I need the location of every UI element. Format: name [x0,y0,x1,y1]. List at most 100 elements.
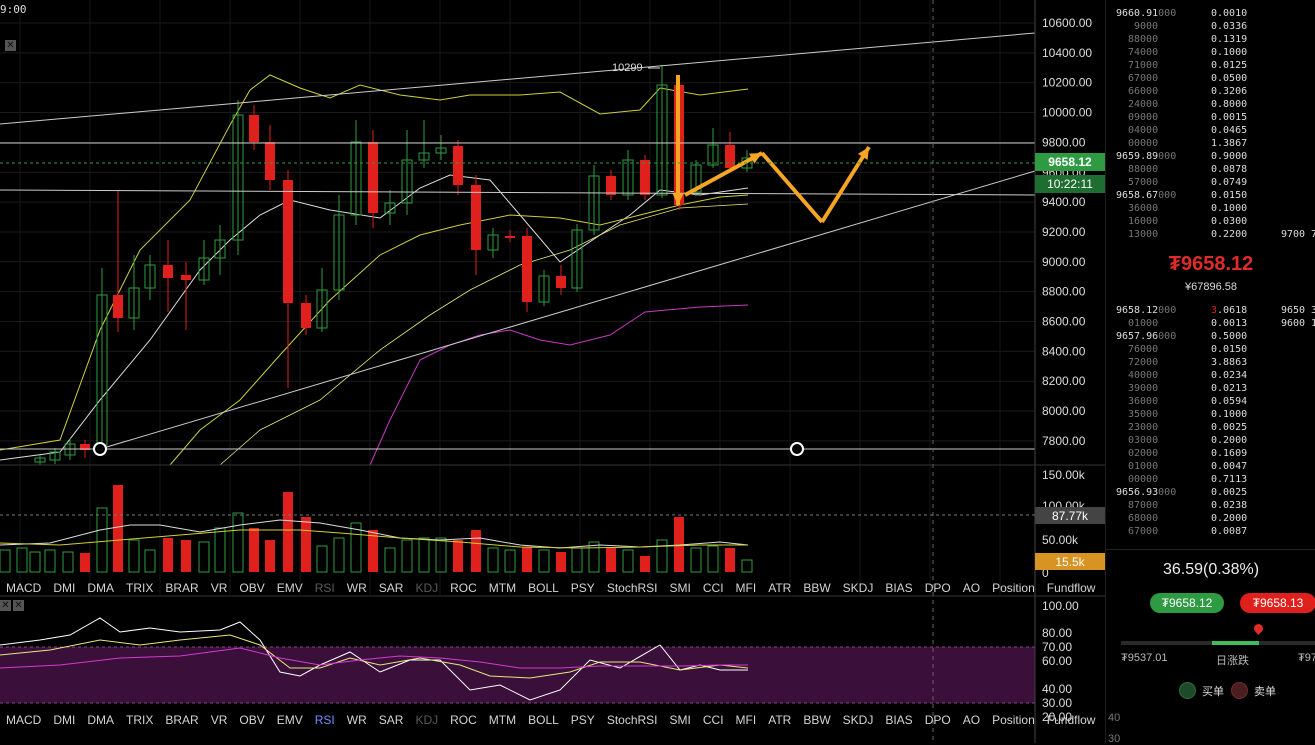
orderbook-row[interactable]: 13000 0.2200 9700 7 [1106,229,1315,242]
orderbook-row[interactable]: 71000 0.0125 [1106,60,1315,73]
tab-bbw[interactable]: BBW [803,713,831,727]
orderbook-row[interactable]: 9658.12000 3.0618 9650 3 [1106,305,1315,318]
settings-icon[interactable]: ✕ [0,600,11,611]
tab-smi[interactable]: SMI [669,713,691,727]
tab-brar[interactable]: BRAR [165,713,199,727]
orderbook-row[interactable]: 40000 0.0234 [1106,370,1315,383]
orderbook-row[interactable]: 24000 0.8000 [1106,99,1315,112]
tab-atr[interactable]: ATR [768,713,792,727]
tab-sar[interactable]: SAR [378,581,404,595]
tab-fundflow[interactable]: Fundflow [1046,713,1096,727]
tab-mfi[interactable]: MFI [735,713,757,727]
sell-price-button[interactable]: ₮9658.13 [1240,593,1315,613]
tab-vr[interactable]: VR [210,581,228,595]
buy-price-button[interactable]: ₮9658.12 [1150,593,1224,613]
tab-cci[interactable]: CCI [702,581,724,595]
orderbook-row[interactable]: 16000 0.0300 [1106,216,1315,229]
orderbook-row[interactable]: 9658.67000 0.0150 [1106,190,1315,203]
tab-mfi[interactable]: MFI [735,581,757,595]
close-icon[interactable]: ✕ [13,600,24,611]
tab-emv[interactable]: EMV [276,713,303,727]
orderbook-row[interactable]: 9657.96000 0.5000 [1106,331,1315,344]
tab-cci[interactable]: CCI [702,713,724,727]
tab-fundflow[interactable]: Fundflow [1046,581,1096,595]
tab-dma[interactable]: DMA [87,581,115,595]
orderbook-row[interactable]: 76000 0.0150 [1106,344,1315,357]
orderbook-row[interactable]: 01000 0.0047 [1106,461,1315,474]
tab-stochrsi[interactable]: StochRSI [606,581,658,595]
orderbook-row[interactable]: 67000 0.0500 [1106,73,1315,86]
tab-bias[interactable]: BIAS [885,713,913,727]
tab-vr[interactable]: VR [210,713,228,727]
tab-ao[interactable]: AO [962,581,981,595]
tab-psy[interactable]: PSY [570,581,595,595]
orderbook-row[interactable]: 36000 0.1000 [1106,203,1315,216]
price-chart[interactable]: 10299 10600.00 10400.00 10200.00 10000.00 98… [0,0,1105,743]
orderbook-row[interactable]: 04000 0.0465 [1106,125,1315,138]
orderbook-row[interactable]: 57000 0.0749 [1106,177,1315,190]
orderbook-row[interactable]: 09000 0.0015 [1106,112,1315,125]
orderbook-row[interactable]: 00000 0.7113 [1106,474,1315,487]
tab-macd[interactable]: MACD [6,713,42,727]
tab-ao[interactable]: AO [962,713,981,727]
tab-mtm[interactable]: MTM [488,713,517,727]
close-icon[interactable]: ✕ [5,40,16,51]
tab-dmi[interactable]: DMI [53,581,76,595]
orderbook-row[interactable]: 66000 0.3206 [1106,86,1315,99]
tab-position[interactable]: Position [992,581,1035,595]
tab-dpo[interactable]: DPO [924,713,951,727]
orderbook-row[interactable]: 39000 0.0213 [1106,383,1315,396]
tab-roc[interactable]: ROC [450,581,477,595]
tab-sar[interactable]: SAR [378,713,404,727]
tab-skdj[interactable]: SKDJ [842,713,874,727]
tab-position[interactable]: Position [992,713,1035,727]
tab-dma[interactable]: DMA [87,713,115,727]
tab-skdj[interactable]: SKDJ [842,581,874,595]
orderbook-row[interactable]: 9000 0.0336 [1106,21,1315,34]
tab-obv[interactable]: OBV [239,713,265,727]
orderbook-row[interactable]: 03000 0.2000 [1106,435,1315,448]
tab-mtm[interactable]: MTM [488,581,517,595]
tab-trix[interactable]: TRIX [126,581,154,595]
orderbook-row[interactable]: 9656.93000 0.0025 [1106,487,1315,500]
orderbook-row[interactable]: 36000 0.0594 [1106,396,1315,409]
tab-rsi[interactable]: RSI [314,713,335,727]
tab-emv[interactable]: EMV [276,581,303,595]
tab-kdj[interactable]: KDJ [415,713,439,727]
tab-rsi[interactable]: RSI [314,581,335,595]
tab-bbw[interactable]: BBW [803,581,831,595]
tab-obv[interactable]: OBV [239,581,265,595]
tab-bias[interactable]: BIAS [885,581,913,595]
tab-roc[interactable]: ROC [450,713,477,727]
tab-kdj[interactable]: KDJ [415,581,439,595]
orderbook-row[interactable]: 87000 0.0238 [1106,500,1315,513]
tab-atr[interactable]: ATR [768,581,792,595]
tab-dpo[interactable]: DPO [924,581,951,595]
orderbook-row[interactable]: 9660.91000 0.0010 [1106,8,1315,21]
orderbook-row[interactable]: 23000 0.0025 [1106,422,1315,435]
tab-dmi[interactable]: DMI [53,713,76,727]
tab-wr[interactable]: WR [346,713,367,727]
orderbook-row[interactable]: 88000 0.0878 [1106,164,1315,177]
orderbook-row[interactable]: 74000 0.1000 [1106,47,1315,60]
orderbook-row[interactable]: 67000 0.0087 [1106,526,1315,539]
sell-orders-legend[interactable]: 卖单 [1231,682,1276,699]
tab-stochrsi[interactable]: StochRSI [606,713,658,727]
orderbook-row[interactable]: 01000 0.0013 9600 1 [1106,318,1315,331]
tab-smi[interactable]: SMI [669,581,691,595]
tab-macd[interactable]: MACD [6,581,42,595]
tab-wr[interactable]: WR [346,581,367,595]
orderbook-row[interactable]: 9659.89000 0.9000 [1106,151,1315,164]
tab-psy[interactable]: PSY [570,713,595,727]
tab-brar[interactable]: BRAR [165,581,199,595]
orderbook-row[interactable]: 88000 0.1319 [1106,34,1315,47]
orderbook-row[interactable]: 02000 0.1609 [1106,448,1315,461]
orderbook-row[interactable]: 00000 1.3867 [1106,138,1315,151]
orderbook-row[interactable]: 35000 0.1000 [1106,409,1315,422]
tab-boll[interactable]: BOLL [528,581,559,595]
orderbook-row[interactable]: 72000 3.8863 [1106,357,1315,370]
buy-orders-legend[interactable]: 买单 [1179,682,1224,699]
tab-boll[interactable]: BOLL [528,713,559,727]
tab-trix[interactable]: TRIX [126,713,154,727]
orderbook-row[interactable]: 68000 0.2000 [1106,513,1315,526]
